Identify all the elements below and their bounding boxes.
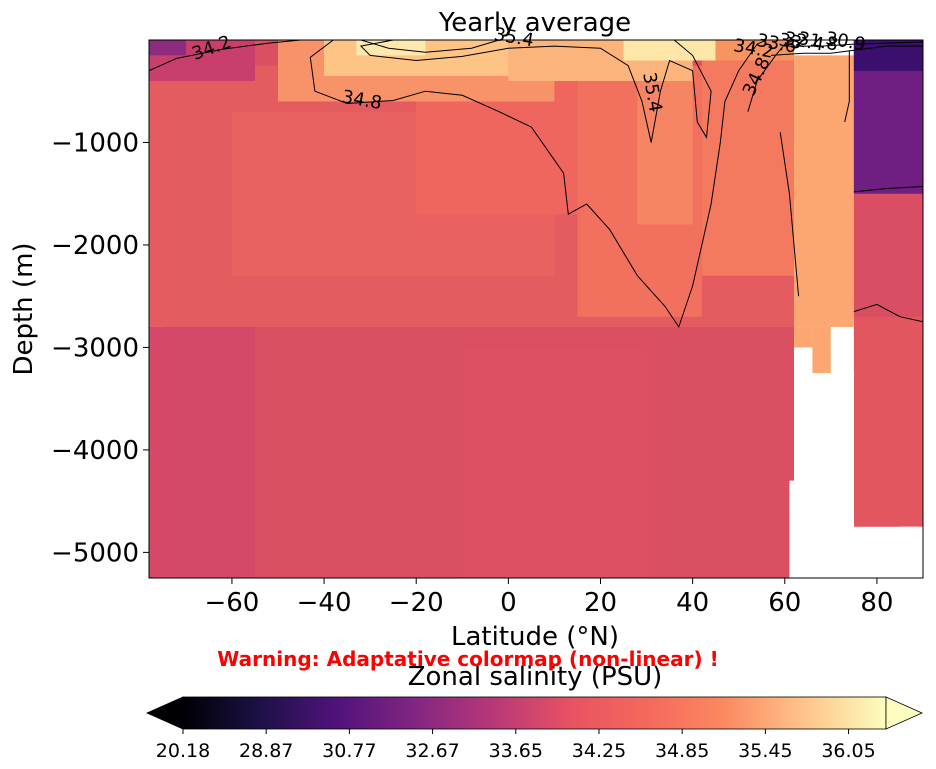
plot-frame	[148, 39, 924, 579]
contour-label: 33	[777, 29, 803, 54]
colorbar-tick-label: 35.45	[738, 740, 792, 762]
y-tick-label: −1000	[51, 128, 139, 158]
colorbar-tick-label: 34.25	[572, 740, 626, 762]
contour-34-2-south	[149, 40, 302, 72]
x-tick-label: 60	[768, 588, 801, 618]
surface-water	[356, 40, 426, 56]
colorbar: 20.18 28.87 30.77 32.67 33.65 34.25 34.85 35.45…	[146, 696, 923, 762]
contour-34-8-ridge	[779, 132, 800, 297]
southern-surface	[149, 40, 186, 56]
north-atlantic-water	[701, 60, 794, 276]
colorbar-gradient	[182, 696, 887, 730]
x-tick-label: 80	[860, 588, 893, 618]
colorbar-label: Zonal salinity (PSU)	[408, 662, 663, 692]
x-tick-label: 40	[676, 588, 709, 618]
subpolar-water	[794, 326, 813, 348]
colormap-warning: Warning: Adaptative colormap (non-linear…	[217, 647, 719, 671]
contour-arctic-2	[853, 303, 923, 323]
subpolar-water	[812, 326, 831, 374]
contour-35-4-core	[360, 40, 500, 53]
colorbar-tick-label: 36.05	[821, 740, 875, 762]
contour-34-2-north	[770, 45, 923, 56]
colorbar-tick-label: 20.18	[156, 740, 210, 762]
contour-34-8	[309, 40, 767, 329]
y-tick-label: −2000	[51, 231, 139, 261]
x-tick-label: −40	[297, 588, 352, 618]
salinity-field	[149, 40, 923, 578]
chart-title: Yearly average	[438, 8, 631, 38]
x-tick-label: 20	[584, 588, 617, 618]
y-tick-label: −3000	[51, 333, 139, 363]
north-atlantic-water	[637, 65, 693, 225]
y-axis-label: Depth (m)	[9, 242, 39, 375]
contour-arctic-1	[853, 186, 923, 193]
contour-arctic-3	[844, 50, 850, 123]
no-data-area	[830, 326, 841, 578]
x-axis-label: Latitude (°N)	[451, 622, 619, 652]
colorbar-tick-label: 33.65	[489, 740, 543, 762]
colorbar-extend-low	[146, 696, 184, 730]
colorbar-tick-label: 28.87	[239, 740, 293, 762]
deep-water	[149, 326, 255, 578]
contour-33-north	[784, 41, 923, 47]
x-tick-label: −60	[204, 588, 259, 618]
x-tick-label: −20	[389, 588, 444, 618]
no-data-area	[840, 419, 854, 481]
x-axis: −60 −40 −20 0 20 40 60 80	[204, 578, 893, 618]
y-tick-label: −5000	[51, 538, 139, 568]
no-data-area	[899, 526, 923, 578]
subpolar-water	[794, 55, 854, 327]
x-tick-label: 0	[500, 588, 517, 618]
no-data-area	[789, 480, 794, 578]
deep-water	[462, 347, 647, 578]
colorbar-tick-label: 32.67	[405, 740, 459, 762]
colorbar-tick-label: 30.77	[322, 740, 376, 762]
surface-water	[623, 40, 716, 61]
y-axis: −1000 −2000 −3000 −4000 −5000	[51, 128, 149, 568]
colorbar-extend-high	[885, 696, 923, 730]
y-tick-label: −4000	[51, 436, 139, 466]
arctic-surface	[853, 40, 923, 71]
contour-35-4	[359, 40, 712, 143]
colorbar-tick-label: 34.85	[655, 740, 709, 762]
contour-lines	[149, 40, 923, 329]
